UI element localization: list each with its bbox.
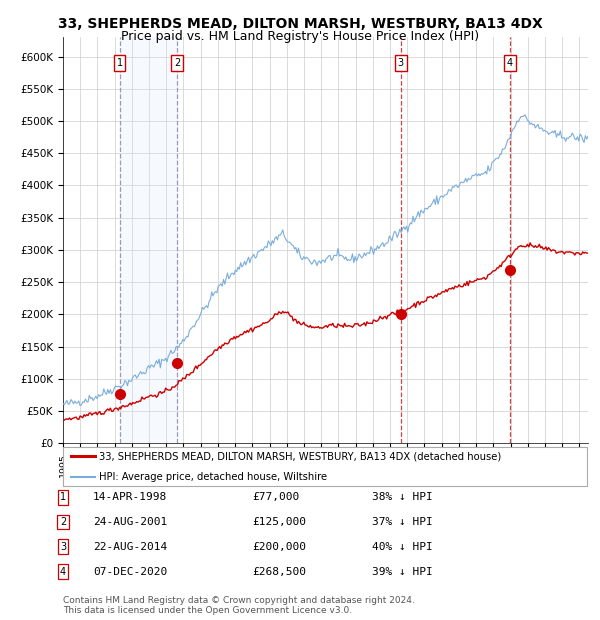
Text: 39% ↓ HPI: 39% ↓ HPI <box>372 567 433 577</box>
Text: 14-APR-1998: 14-APR-1998 <box>93 492 167 502</box>
Text: 1: 1 <box>60 492 66 502</box>
Text: 4: 4 <box>60 567 66 577</box>
Text: £77,000: £77,000 <box>252 492 299 502</box>
Text: £125,000: £125,000 <box>252 517 306 527</box>
Text: Price paid vs. HM Land Registry's House Price Index (HPI): Price paid vs. HM Land Registry's House … <box>121 30 479 43</box>
Text: 22-AUG-2014: 22-AUG-2014 <box>93 542 167 552</box>
Text: 2: 2 <box>60 517 66 527</box>
Text: 37% ↓ HPI: 37% ↓ HPI <box>372 517 433 527</box>
Text: 3: 3 <box>60 542 66 552</box>
Text: 33, SHEPHERDS MEAD, DILTON MARSH, WESTBURY, BA13 4DX: 33, SHEPHERDS MEAD, DILTON MARSH, WESTBU… <box>58 17 542 32</box>
Text: 38% ↓ HPI: 38% ↓ HPI <box>372 492 433 502</box>
Text: 07-DEC-2020: 07-DEC-2020 <box>93 567 167 577</box>
Text: 2: 2 <box>174 58 180 68</box>
Text: 1: 1 <box>116 58 123 68</box>
Text: 4: 4 <box>507 58 513 68</box>
Text: HPI: Average price, detached house, Wiltshire: HPI: Average price, detached house, Wilt… <box>98 472 327 482</box>
Text: Contains HM Land Registry data © Crown copyright and database right 2024.
This d: Contains HM Land Registry data © Crown c… <box>63 596 415 615</box>
Text: £268,500: £268,500 <box>252 567 306 577</box>
Text: £200,000: £200,000 <box>252 542 306 552</box>
Bar <box>119 37 177 443</box>
Text: 40% ↓ HPI: 40% ↓ HPI <box>372 542 433 552</box>
Text: 3: 3 <box>398 58 404 68</box>
FancyBboxPatch shape <box>63 447 587 486</box>
Text: 33, SHEPHERDS MEAD, DILTON MARSH, WESTBURY, BA13 4DX (detached house): 33, SHEPHERDS MEAD, DILTON MARSH, WESTBU… <box>98 451 501 461</box>
Text: 24-AUG-2001: 24-AUG-2001 <box>93 517 167 527</box>
